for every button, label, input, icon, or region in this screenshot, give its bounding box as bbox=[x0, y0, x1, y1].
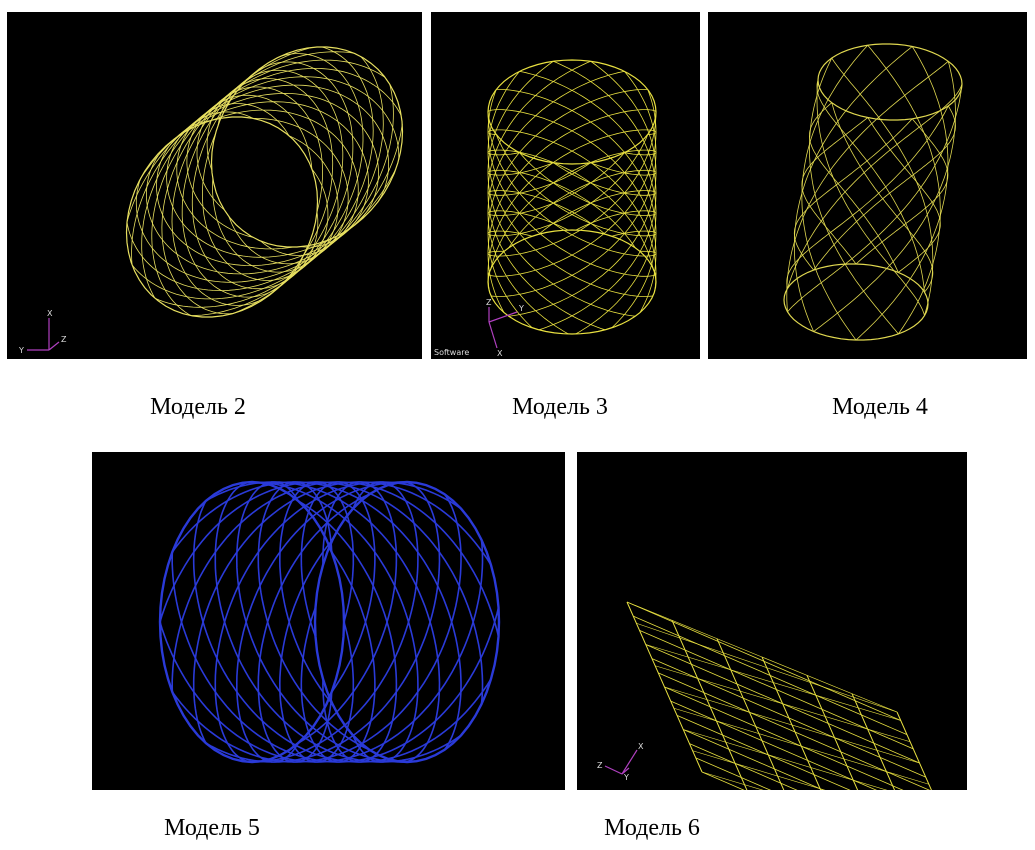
wireframe bbox=[315, 482, 499, 762]
axis-label: X bbox=[497, 349, 503, 358]
wireframe bbox=[160, 482, 344, 762]
wireframe bbox=[488, 89, 656, 276]
wireframe bbox=[814, 61, 956, 331]
wireframe bbox=[802, 118, 868, 265]
wireframe bbox=[258, 494, 369, 762]
model-image: X Y Z bbox=[7, 12, 422, 359]
wireframe bbox=[832, 58, 933, 316]
wireframe bbox=[488, 89, 656, 276]
model-image: Z Y X Software bbox=[431, 12, 700, 359]
wireframe bbox=[127, 117, 318, 317]
axis-triad bbox=[489, 307, 517, 348]
wireframe bbox=[788, 84, 963, 288]
axis-label: Y bbox=[518, 304, 524, 313]
wireframe bbox=[155, 47, 373, 307]
wireframe bbox=[172, 47, 313, 305]
caption: Модель 2 bbox=[150, 394, 246, 421]
wireframe bbox=[817, 80, 925, 316]
model-image bbox=[92, 452, 565, 790]
axis-label: Z bbox=[486, 298, 492, 307]
wireframe bbox=[488, 61, 605, 330]
axis-label: Z bbox=[61, 335, 67, 344]
wireframe bbox=[215, 482, 461, 762]
wireframe bbox=[868, 45, 941, 334]
axis-triad bbox=[27, 318, 59, 350]
wireframe bbox=[488, 89, 648, 327]
axis-label: X bbox=[47, 309, 53, 318]
wireframe bbox=[488, 135, 648, 237]
model-image bbox=[708, 12, 1027, 359]
wireframe bbox=[258, 482, 369, 750]
caption: Модель 5 bbox=[164, 815, 260, 842]
caption: Модель 6 bbox=[604, 815, 700, 842]
wireframe bbox=[496, 135, 656, 237]
axis-label: Y bbox=[623, 773, 629, 782]
wireframe bbox=[690, 744, 964, 790]
wireframe bbox=[182, 61, 303, 297]
wireframe bbox=[539, 61, 656, 330]
wireframe bbox=[672, 620, 747, 790]
wireframe bbox=[496, 89, 656, 327]
model-image: X Z Y bbox=[577, 452, 967, 790]
wireframe bbox=[817, 80, 925, 292]
watermark: Software bbox=[434, 348, 469, 357]
axis-label: Z bbox=[597, 761, 603, 770]
wireframe bbox=[787, 61, 948, 311]
wireframe bbox=[852, 694, 927, 790]
wireframe bbox=[152, 60, 385, 316]
wireframe bbox=[784, 264, 928, 340]
caption: Модель 4 bbox=[832, 394, 928, 421]
caption: Модель 3 bbox=[512, 394, 608, 421]
axis-triad bbox=[605, 750, 637, 774]
wireframe bbox=[897, 712, 967, 790]
page: X Y Z Z Y X Software X Z Y Модель 2 Моде… bbox=[0, 0, 1035, 850]
wireframe bbox=[215, 482, 461, 762]
axis-label: X bbox=[638, 742, 644, 751]
axis-label: Y bbox=[18, 346, 24, 355]
wireframe bbox=[488, 60, 656, 164]
